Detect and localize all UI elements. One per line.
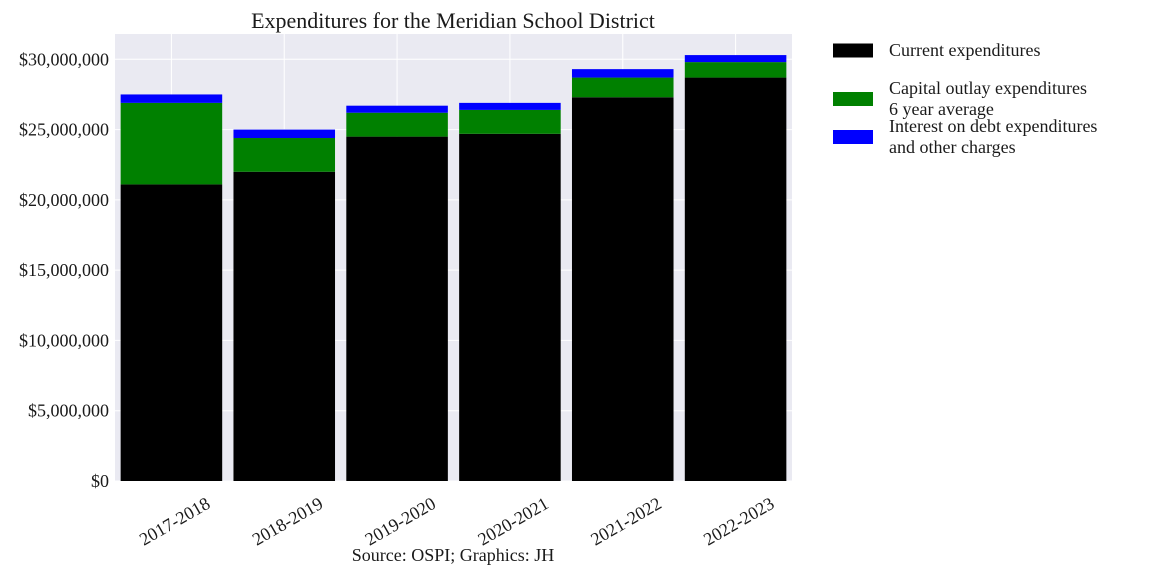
bar-segment-capital-2020-2021 <box>459 109 561 134</box>
bar-segment-interest-2019-2020 <box>346 105 448 113</box>
legend-swatch <box>833 43 873 58</box>
legend: Current expenditures Capital outlay expen… <box>833 40 1097 157</box>
y-tick-label: $0 <box>91 471 109 491</box>
bar-segment-interest-2020-2021 <box>459 102 561 110</box>
plot-background <box>115 34 792 481</box>
bar-segment-interest-2018-2019 <box>233 129 336 139</box>
bar-segment-interest-2017-2018 <box>120 94 223 103</box>
bar-segment-interest-2021-2022 <box>571 69 674 78</box>
bar-segment-capital-2017-2018 <box>120 102 223 185</box>
bar-segment-capital-2018-2019 <box>233 138 336 172</box>
x-tick-label: 2018-2019 <box>249 493 327 549</box>
legend-label: 6 year average <box>889 99 994 119</box>
bar-segment-current-2021-2022 <box>571 97 674 482</box>
bar-segment-interest-2022-2023 <box>684 55 787 63</box>
y-tick-label: $5,000,000 <box>28 401 109 421</box>
bar-segment-current-2020-2021 <box>459 133 561 481</box>
legend-label: and other charges <box>889 137 1016 157</box>
x-tick-label: 2017-2018 <box>136 493 214 549</box>
x-axis-ticks: 2017-2018 2018-2019 2019-2020 2020-2021 2021… <box>136 493 778 549</box>
bar-segment-capital-2019-2020 <box>346 112 448 137</box>
y-tick-label: $30,000,000 <box>19 49 109 69</box>
bar-segment-capital-2022-2023 <box>684 62 787 78</box>
y-tick-label: $15,000,000 <box>19 260 109 280</box>
legend-label: Current expenditures <box>889 40 1040 60</box>
bar-segment-current-2019-2020 <box>346 136 448 481</box>
x-tick-label: 2019-2020 <box>362 493 440 549</box>
x-tick-label: 2020-2021 <box>474 493 552 549</box>
legend-label: Capital outlay expenditures <box>889 78 1087 98</box>
y-axis-ticks: $0 $5,000,000 $10,000,000 $15,000,000 $20,00… <box>19 49 109 491</box>
legend-swatch <box>833 92 873 106</box>
legend-label: Interest on debt expenditures <box>889 116 1097 136</box>
bars <box>120 55 787 482</box>
bar-segment-current-2018-2019 <box>233 171 336 482</box>
bar-segment-current-2017-2018 <box>120 184 223 482</box>
chart-title: Expenditures for the Meridian School Dis… <box>251 8 655 33</box>
y-tick-label: $25,000,000 <box>19 120 109 140</box>
y-tick-label: $10,000,000 <box>19 330 109 350</box>
bar-segment-capital-2021-2022 <box>571 77 674 98</box>
bar-segment-current-2022-2023 <box>684 77 787 481</box>
chart-source-caption: Source: OSPI; Graphics: JH <box>352 545 554 565</box>
x-tick-label: 2021-2022 <box>587 493 665 549</box>
legend-swatch <box>833 130 873 144</box>
y-tick-label: $20,000,000 <box>19 190 109 210</box>
x-tick-label: 2022-2023 <box>700 493 778 549</box>
